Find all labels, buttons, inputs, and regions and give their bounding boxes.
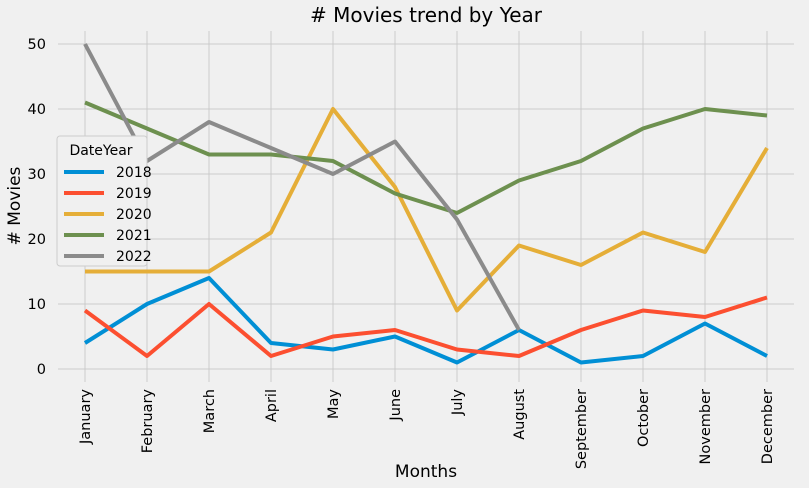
y-axis-label: # Movies xyxy=(5,166,25,245)
x-axis-label: Months xyxy=(395,462,457,482)
y-tick-label: 40 xyxy=(28,102,46,118)
legend-label-2018: 2018 xyxy=(116,165,152,181)
y-tick-label: 10 xyxy=(28,297,46,313)
x-tick-label: December xyxy=(760,389,776,464)
legend-label-2020: 2020 xyxy=(116,207,152,223)
y-tick-label: 20 xyxy=(28,232,46,248)
y-tick-label: 0 xyxy=(37,362,46,378)
x-tick-label: August xyxy=(512,389,528,440)
series-line-2019 xyxy=(83,295,768,358)
legend-label-2019: 2019 xyxy=(116,186,152,202)
legend-label-2021: 2021 xyxy=(116,228,152,244)
x-tick-label: January xyxy=(78,389,94,445)
series-line-2020 xyxy=(85,107,769,313)
x-tick-label: July xyxy=(450,389,466,416)
x-tick-label: September xyxy=(574,389,590,469)
legend-label-2022: 2022 xyxy=(116,249,152,265)
legend-items: 2018 2019 2020 2021 2022 xyxy=(64,165,152,265)
series-line-2022 xyxy=(83,43,521,331)
legend: DateYear 2018 2019 2020 2021 2022 xyxy=(56,135,152,267)
x-tick-label: March xyxy=(202,389,218,433)
legend-title: DateYear xyxy=(69,143,132,159)
x-tick-label: June xyxy=(388,389,404,422)
chart-title: # Movies trend by Year xyxy=(310,3,543,27)
series-line-2021 xyxy=(84,100,768,215)
x-tick-label: November xyxy=(698,389,714,464)
x-tick-label: February xyxy=(140,389,156,454)
y-tick-label: 50 xyxy=(28,37,46,53)
x-tick-label: October xyxy=(636,389,652,447)
grid xyxy=(58,31,794,382)
y-tick-label: 30 xyxy=(28,167,46,183)
x-tick-label: May xyxy=(326,389,342,419)
series-layer xyxy=(83,43,769,365)
x-axis-ticks: January February March April May June July Augu… xyxy=(78,389,776,470)
y-axis-ticks: 0 10 20 30 40 50 xyxy=(28,37,46,378)
x-tick-label: April xyxy=(264,389,280,422)
series-line-2018 xyxy=(83,276,768,365)
